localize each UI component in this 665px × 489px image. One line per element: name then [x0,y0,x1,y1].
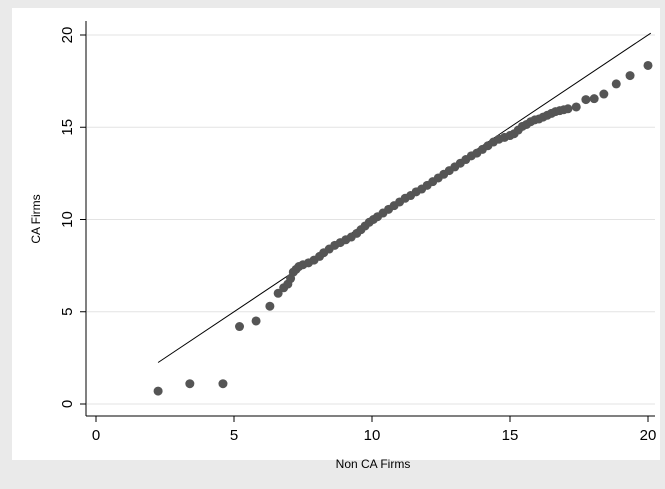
y-tick-label: 0 [59,400,76,408]
x-tick-label: 10 [364,427,381,444]
y-ticks: 0 5 10 15 20 [59,27,86,408]
x-tick-label: 15 [502,427,519,444]
x-tick-label: 5 [230,427,238,444]
x-tick-label: 0 [92,427,100,444]
data-point [218,379,228,389]
data-point [581,95,591,105]
data-point [153,386,163,396]
data-point [185,379,195,389]
axes [85,21,655,417]
data-point [611,79,621,89]
data-point [643,60,653,70]
y-tick-label: 15 [59,119,76,136]
chart-area [12,8,660,460]
y-tick-label: 20 [59,27,76,44]
x-tick-label: 20 [640,427,657,444]
data-point [589,94,599,104]
y-axis-title: CA Firms [29,194,43,243]
data-points [153,60,653,396]
data-point [251,316,261,326]
data-point [235,322,245,332]
data-point [273,288,283,298]
data-point [563,104,573,114]
x-axis-title: Non CA Firms [336,457,411,471]
data-point [625,71,635,81]
data-point [265,301,275,311]
y-tick-label: 10 [59,211,76,228]
x-ticks: 0 5 10 15 20 [92,416,657,444]
data-point [571,102,581,112]
y-tick-label: 5 [59,308,76,316]
data-point [599,89,609,99]
